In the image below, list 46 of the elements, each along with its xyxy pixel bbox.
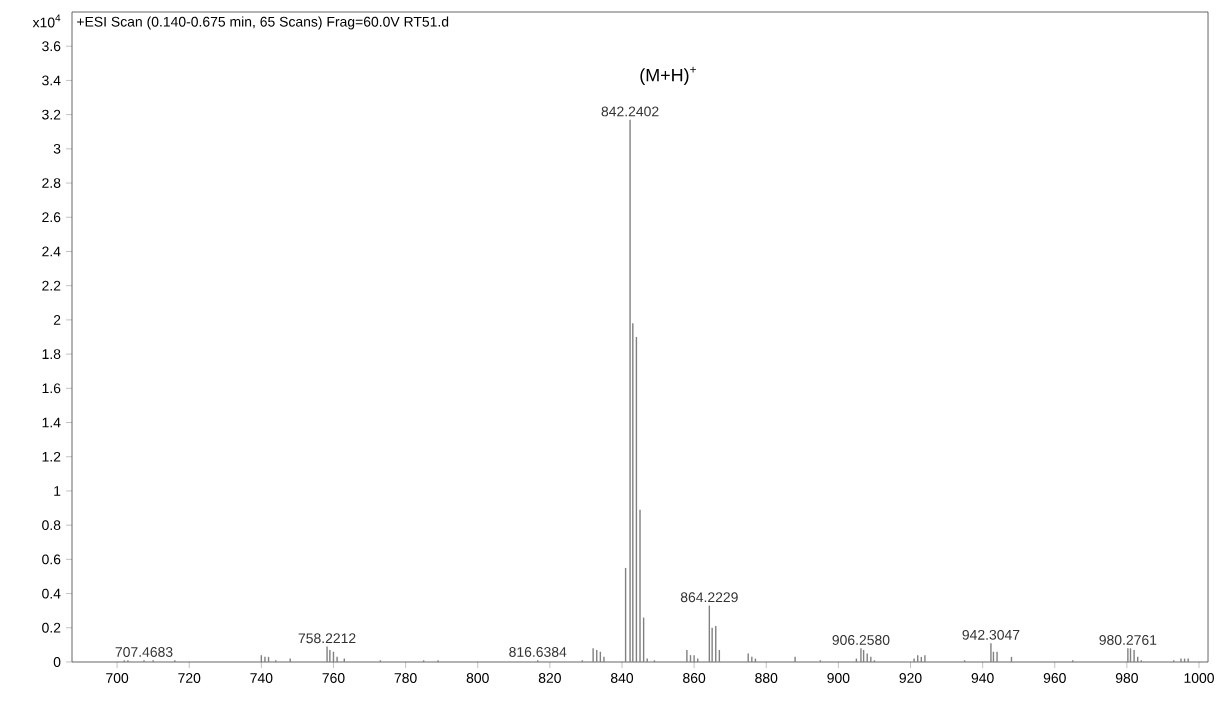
x-tick-label: 980 xyxy=(1115,673,1138,683)
y-axis-title: x10$^{4}$ xyxy=(32,14,61,28)
x-tick-label: 900 xyxy=(827,673,850,683)
annotation: 758.2212 xyxy=(298,633,356,644)
chart-title: +ESI Scan (0.140-0.675 min, 65 Scans) Frag=60.0V RT51.d xyxy=(77,16,449,30)
y-tick-label: 2.2 xyxy=(42,280,61,291)
x-tick-label: 920 xyxy=(899,673,922,683)
annotation: 906.2580 xyxy=(832,635,890,645)
y-tick-label: 2.6 xyxy=(42,212,61,223)
y-tick-label: 0.2 xyxy=(42,622,61,633)
annotation: 816.6384 xyxy=(509,647,567,657)
x-tick-label: 800 xyxy=(466,673,489,683)
x-tick-label: 1000 xyxy=(1184,673,1214,683)
x-tick-label: 820 xyxy=(538,673,561,683)
y-tick-label: 0 xyxy=(53,657,61,667)
y-tick-label: 3.4 xyxy=(42,75,61,86)
y-tick-label: 1 xyxy=(54,486,61,496)
y-tick-label: 0.6 xyxy=(42,554,61,565)
y-tick-label: 1.4 xyxy=(42,417,61,428)
y-tick-label: 2 xyxy=(53,315,61,325)
y-tick-label: 3 xyxy=(53,143,61,154)
y-tick-label: 2.4 xyxy=(42,246,61,257)
annotation: (M+H)$^{+}$ xyxy=(640,66,696,85)
x-tick-label: 960 xyxy=(1043,673,1066,683)
x-tick-label: 720 xyxy=(178,673,201,683)
y-tick-label: 3.2 xyxy=(42,109,61,120)
y-tick-label: 2.8 xyxy=(42,178,61,188)
annotation: 707.4683 xyxy=(115,647,173,657)
annotation: 942.3047 xyxy=(962,629,1020,640)
x-tick-label: 760 xyxy=(322,673,345,683)
x-tick-label: 740 xyxy=(250,673,273,683)
x-tick-label: 940 xyxy=(971,673,994,683)
y-tick-label: 1.2 xyxy=(42,451,61,462)
y-tick-label: 3.6 xyxy=(42,41,61,52)
x-tick-label: 880 xyxy=(755,673,778,683)
x-tick-label: 700 xyxy=(106,673,129,683)
y-tick-label: 1.8 xyxy=(42,349,61,360)
annotation: 842.2402 xyxy=(601,106,659,117)
y-tick-label: 0.4 xyxy=(42,588,61,599)
x-tick-label: 840 xyxy=(610,673,634,683)
y-tick-label: 0.8 xyxy=(42,520,61,531)
x-tick-label: 780 xyxy=(394,673,417,683)
annotation: 864.2229 xyxy=(680,592,738,603)
y-tick-label: 1.6 xyxy=(42,383,61,394)
annotation: 980.2761 xyxy=(1099,635,1157,645)
x-tick-label: 860 xyxy=(683,673,706,683)
